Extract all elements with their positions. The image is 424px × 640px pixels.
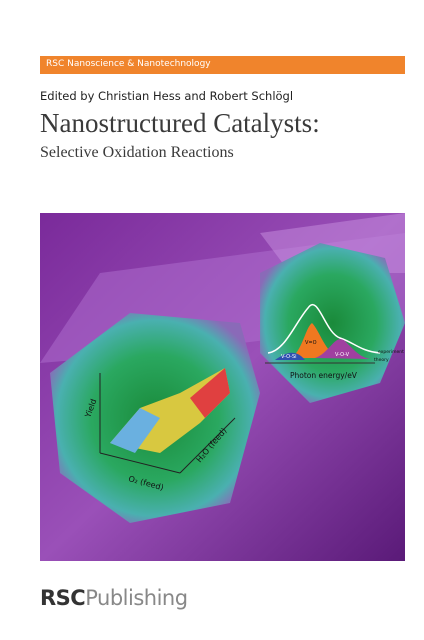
- editors: Edited by Christian Hess and Robert Schl…: [40, 89, 294, 103]
- peak-label: V=O: [305, 340, 317, 346]
- peak: [290, 323, 340, 358]
- surface-plot: [110, 408, 160, 453]
- axis: [99, 452, 181, 474]
- experiment-curve: [267, 304, 381, 354]
- publisher-publishing: Publishing: [85, 586, 188, 610]
- peak-label: V-O-V: [335, 352, 350, 358]
- surface-plot: [190, 368, 230, 418]
- legend-label: experiment: [378, 349, 404, 355]
- subtitle: Selective Oxidation Reactions: [40, 144, 234, 161]
- peak: [315, 339, 370, 359]
- peak-label: V-O-Si: [281, 354, 297, 360]
- axis: [179, 417, 236, 474]
- title: Nanostructured Catalysts:: [40, 108, 320, 138]
- cover-image: Yield O₂ (feed) H₂O (feed) V=O V-O-V V-O…: [40, 213, 405, 561]
- publisher-rsc: RSC: [40, 586, 86, 610]
- axis-label: Photon energy/eV: [290, 371, 358, 380]
- legend-label: theory: [374, 357, 389, 363]
- peak: [275, 352, 305, 360]
- series-bar: RSC Nanoscience & Nanotechnology: [40, 56, 405, 74]
- publisher: RSCPublishing: [40, 586, 188, 610]
- series-name: RSC Nanoscience & Nanotechnology: [46, 59, 211, 69]
